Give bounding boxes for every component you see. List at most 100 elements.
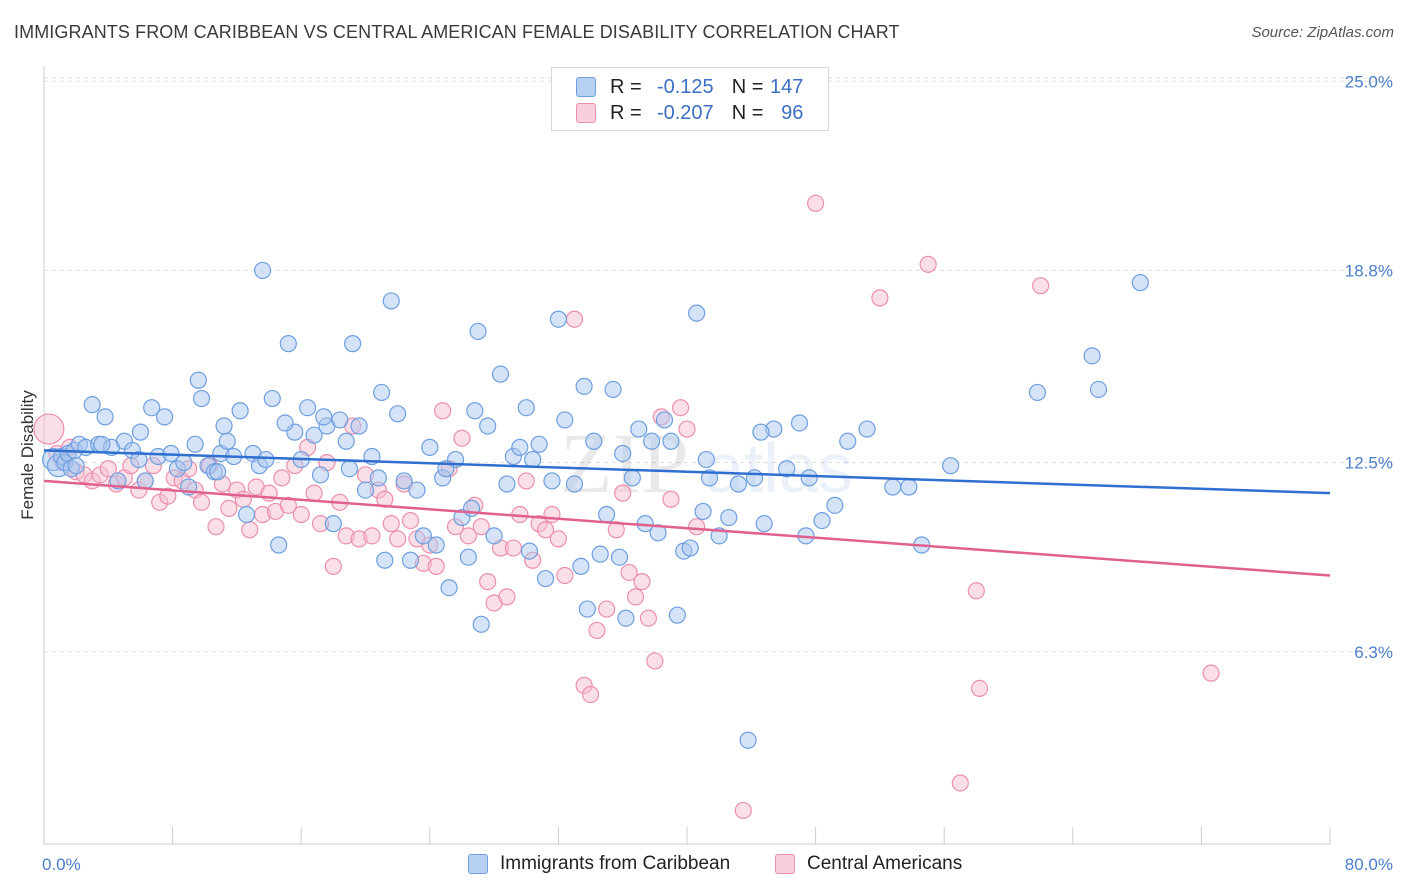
source-credit: Source: ZipAtlas.com: [1251, 24, 1394, 41]
caribbean-point: [517, 399, 535, 417]
central-americans-point: [220, 499, 238, 517]
caribbean-point: [257, 450, 275, 469]
central-americans-point: [279, 496, 297, 514]
central-americans-point: [806, 194, 825, 212]
caribbean-point: [372, 383, 391, 402]
central-americans-point: [192, 493, 211, 511]
central-americans-point: [504, 539, 522, 557]
caribbean-point: [83, 396, 101, 414]
caribbean-point: [254, 261, 272, 280]
central-americans-point: [951, 774, 969, 792]
caribbean-point: [469, 322, 487, 341]
central-americans-point: [159, 487, 177, 505]
caribbean-point: [276, 414, 294, 432]
central-americans-point: [633, 573, 651, 591]
caribbean-point: [694, 502, 712, 521]
caribbean-point: [237, 505, 256, 524]
central-americans-point: [607, 521, 625, 539]
caribbean-point: [395, 472, 413, 490]
caribbean-point: [376, 551, 394, 569]
caribbean-point: [421, 438, 439, 456]
central-americans-point: [33, 413, 65, 445]
caribbean-point: [459, 548, 477, 566]
caribbean-point: [688, 304, 706, 322]
caribbean-point: [472, 615, 490, 633]
central-americans-point: [389, 530, 407, 548]
caribbean-point: [324, 515, 342, 533]
central-americans-point: [99, 460, 117, 478]
caribbean-point: [389, 405, 407, 423]
caribbean-trend-line: [43, 449, 1331, 495]
central-americans-point: [517, 472, 535, 490]
caribbean-point: [649, 524, 667, 542]
caribbean-point: [662, 432, 680, 450]
caribbean-point: [382, 292, 400, 310]
central-americans-point: [324, 557, 342, 575]
caribbean-point: [524, 450, 542, 469]
caribbean-point: [1131, 274, 1149, 292]
caribbean-point: [466, 402, 484, 420]
caribbean-point: [130, 450, 148, 469]
central-americans-point: [207, 518, 225, 536]
caribbean-point: [578, 600, 596, 618]
central-americans-point: [459, 527, 477, 545]
central-americans-point: [1202, 664, 1220, 682]
central-americans-point: [427, 557, 445, 575]
central-americans-swatch: [576, 103, 596, 123]
caribbean-point: [681, 539, 699, 557]
bottom-legend-central-americans: Central Americans: [775, 851, 962, 877]
caribbean-point: [826, 496, 844, 514]
central-americans-point: [273, 469, 291, 487]
central-americans-trend-line: [43, 479, 1331, 577]
caribbean-point: [800, 469, 818, 487]
legend-row-central-americans: R = -0.207 N = 96: [576, 100, 803, 126]
central-americans-point: [678, 420, 696, 438]
caribbean-point: [591, 545, 609, 563]
legend-n-label: N =: [731, 75, 764, 98]
central-americans-point: [639, 609, 658, 627]
caribbean-point: [209, 463, 227, 481]
central-americans-point: [498, 588, 516, 606]
caribbean-point: [942, 457, 960, 475]
caribbean-point: [218, 432, 236, 450]
caribbean-point: [175, 454, 193, 472]
legend-r-value: -0.125: [656, 75, 714, 98]
caribbean-point: [839, 432, 857, 450]
legend-n-label: N =: [731, 101, 764, 124]
caribbean-point: [279, 335, 297, 353]
caribbean-point: [427, 536, 445, 554]
caribbean-point: [813, 511, 831, 530]
central-americans-point: [453, 429, 471, 447]
y-tick-label: 25.0%: [1345, 72, 1393, 91]
caribbean-point: [556, 411, 574, 429]
central-americans-point: [598, 600, 616, 618]
caribbean-point: [729, 475, 748, 493]
legend-r-label: R =: [610, 75, 642, 98]
central-americans-point: [614, 484, 632, 502]
x-tick-label: 80.0%: [1345, 855, 1393, 874]
caribbean-point: [189, 371, 207, 389]
caribbean-point: [263, 389, 281, 408]
central-americans-point: [688, 518, 706, 536]
central-americans-point: [581, 685, 600, 704]
caribbean-swatch: [576, 77, 596, 97]
central-americans-point: [363, 527, 381, 545]
caribbean-point: [1083, 347, 1101, 365]
stats-legend: R = -0.125 N = 147 R = -0.207 N = 96: [551, 67, 829, 131]
central-americans-point: [234, 490, 252, 508]
caribbean-point: [186, 435, 204, 453]
central-americans-point: [662, 490, 680, 508]
central-americans-point: [734, 801, 752, 820]
caribbean-point: [745, 469, 764, 487]
caribbean-point: [440, 579, 458, 597]
central-americans-legend-label: Central Americans: [807, 853, 963, 874]
caribbean-point: [752, 423, 770, 441]
caribbean-point: [755, 515, 773, 533]
caribbean-point: [884, 478, 902, 496]
central-americans-point: [549, 530, 568, 548]
central-americans-point: [671, 399, 690, 417]
central-americans-point: [472, 518, 490, 536]
caribbean-point: [511, 438, 529, 456]
caribbean-point: [299, 399, 317, 417]
caribbean-point: [136, 472, 154, 490]
